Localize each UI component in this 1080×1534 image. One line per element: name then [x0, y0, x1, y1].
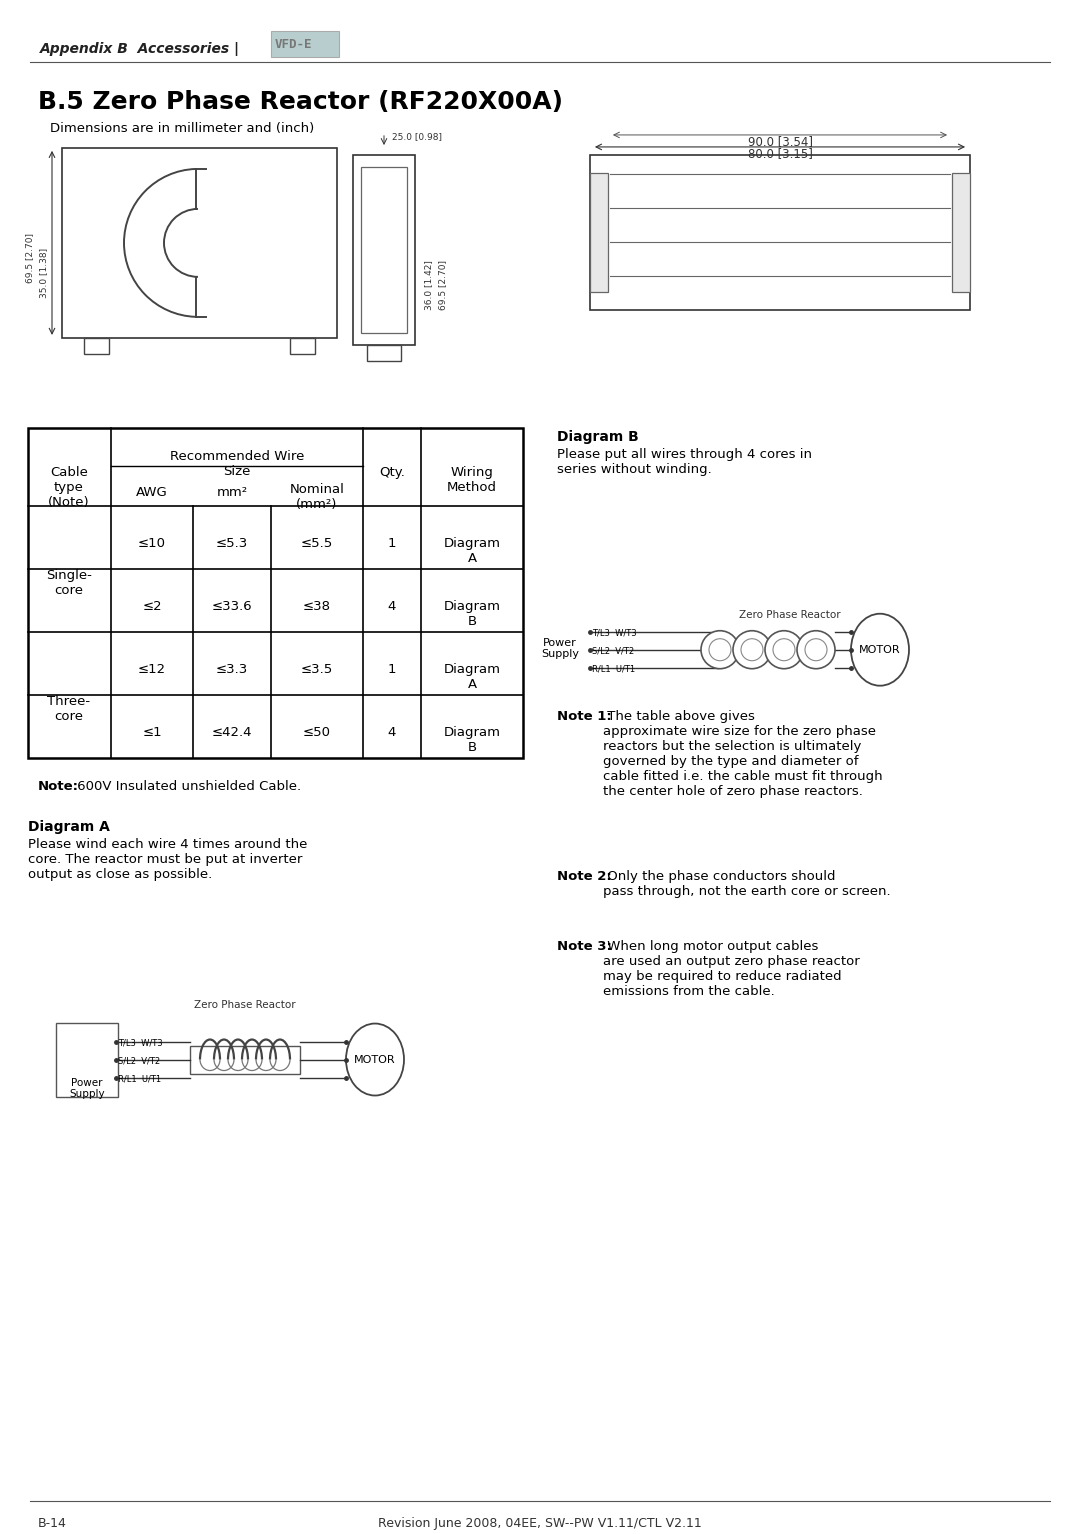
- Text: 25.0 [0.98]: 25.0 [0.98]: [392, 132, 442, 141]
- Text: 35.0 [1.38]: 35.0 [1.38]: [40, 249, 49, 298]
- Text: ≤12: ≤12: [138, 663, 166, 675]
- Text: Note:: Note:: [38, 779, 79, 793]
- Text: 4: 4: [388, 726, 396, 739]
- Text: Zero Phase Reactor: Zero Phase Reactor: [739, 609, 841, 620]
- Circle shape: [773, 638, 795, 661]
- Circle shape: [741, 638, 762, 661]
- Text: S/L2  V/T2: S/L2 V/T2: [592, 646, 634, 655]
- Text: AWG: AWG: [136, 486, 167, 499]
- Text: MOTOR: MOTOR: [860, 644, 901, 655]
- Bar: [84, 337, 109, 354]
- Text: T/L3  W/T3: T/L3 W/T3: [118, 1039, 163, 1048]
- Circle shape: [708, 638, 731, 661]
- Text: ≤1: ≤1: [143, 726, 162, 739]
- Ellipse shape: [346, 1023, 404, 1095]
- Text: Diagram
A: Diagram A: [444, 663, 500, 690]
- Text: mm²: mm²: [216, 486, 247, 499]
- Text: Diagram A: Diagram A: [28, 819, 110, 833]
- Circle shape: [765, 630, 804, 669]
- Text: ≤38: ≤38: [303, 600, 330, 612]
- Text: B-14: B-14: [38, 1517, 67, 1531]
- Text: ≤3.3: ≤3.3: [216, 663, 248, 675]
- Text: Diagram B: Diagram B: [557, 430, 638, 443]
- Text: Qty.: Qty.: [379, 466, 405, 479]
- Bar: [361, 167, 407, 333]
- Text: Three-
core: Three- core: [48, 695, 91, 723]
- Bar: [951, 173, 970, 291]
- Text: Power
Supply: Power Supply: [69, 1077, 105, 1100]
- FancyBboxPatch shape: [56, 1023, 118, 1097]
- Text: 1: 1: [388, 663, 396, 675]
- Text: 1: 1: [388, 537, 396, 549]
- Text: Nominal
(mm²): Nominal (mm²): [289, 483, 345, 511]
- Text: ≤3.5: ≤3.5: [301, 663, 333, 675]
- Bar: [291, 337, 315, 354]
- Text: R/L1  U/T1: R/L1 U/T1: [592, 664, 635, 673]
- Text: Diagram
B: Diagram B: [444, 726, 500, 753]
- Text: Appendix B  Accessories |: Appendix B Accessories |: [40, 41, 240, 55]
- Text: 69.5 [2.70]: 69.5 [2.70]: [438, 259, 447, 310]
- Text: Diagram
B: Diagram B: [444, 600, 500, 627]
- Text: Cable
type
(Note): Cable type (Note): [49, 466, 90, 509]
- Bar: [590, 173, 608, 291]
- Text: When long motor output cables
are used an output zero phase reactor
may be requi: When long motor output cables are used a…: [603, 940, 860, 997]
- Text: Note 1:: Note 1:: [557, 710, 611, 723]
- Text: Revision June 2008, 04EE, SW--PW V1.11/CTL V2.11: Revision June 2008, 04EE, SW--PW V1.11/C…: [378, 1517, 702, 1531]
- Text: R/L1  U/T1: R/L1 U/T1: [118, 1074, 161, 1083]
- Text: Single-
core: Single- core: [46, 569, 92, 597]
- Text: ≤33.6: ≤33.6: [212, 600, 253, 612]
- Bar: [62, 147, 337, 337]
- Text: Zero Phase Reactor: Zero Phase Reactor: [194, 1000, 296, 1009]
- Circle shape: [797, 630, 835, 669]
- Text: T/L3  W/T3: T/L3 W/T3: [592, 629, 636, 637]
- Bar: [190, 1046, 300, 1074]
- Text: Note 3:: Note 3:: [557, 940, 612, 953]
- Text: ≤10: ≤10: [138, 537, 166, 549]
- Circle shape: [733, 630, 771, 669]
- Bar: [353, 155, 415, 345]
- Ellipse shape: [851, 614, 909, 686]
- FancyBboxPatch shape: [271, 31, 339, 57]
- Text: Note 2:: Note 2:: [557, 870, 611, 882]
- Text: 69.5 [2.70]: 69.5 [2.70]: [26, 233, 35, 282]
- Bar: [367, 345, 401, 360]
- Text: ≤2: ≤2: [143, 600, 162, 612]
- Text: ≤5.3: ≤5.3: [216, 537, 248, 549]
- Text: Recommended Wire
Size: Recommended Wire Size: [170, 449, 305, 477]
- Text: Diagram
A: Diagram A: [444, 537, 500, 565]
- Text: 90.0 [3.54]: 90.0 [3.54]: [747, 135, 812, 147]
- Text: Please wind each wire 4 times around the
core. The reactor must be put at invert: Please wind each wire 4 times around the…: [28, 838, 308, 881]
- Text: Please put all wires through 4 cores in
series without winding.: Please put all wires through 4 cores in …: [557, 448, 812, 476]
- Text: VFD-E: VFD-E: [275, 38, 312, 51]
- Circle shape: [701, 630, 739, 669]
- Text: Only the phase conductors should
pass through, not the earth core or screen.: Only the phase conductors should pass th…: [603, 870, 891, 897]
- Circle shape: [805, 638, 827, 661]
- Text: 36.0 [1.42]: 36.0 [1.42]: [424, 259, 433, 310]
- Text: MOTOR: MOTOR: [354, 1054, 395, 1065]
- Text: B.5 Zero Phase Reactor (RF220X00A): B.5 Zero Phase Reactor (RF220X00A): [38, 91, 563, 114]
- Text: Wiring
Method: Wiring Method: [447, 466, 497, 494]
- Text: 80.0 [3.15]: 80.0 [3.15]: [747, 147, 812, 160]
- Text: 600V Insulated unshielded Cable.: 600V Insulated unshielded Cable.: [73, 779, 301, 793]
- Text: ≤50: ≤50: [303, 726, 330, 739]
- Text: ≤5.5: ≤5.5: [301, 537, 333, 549]
- Text: 4: 4: [388, 600, 396, 612]
- Text: Power
Supply: Power Supply: [541, 638, 579, 660]
- Text: Dimensions are in millimeter and (inch): Dimensions are in millimeter and (inch): [50, 121, 314, 135]
- Text: S/L2  V/T2: S/L2 V/T2: [118, 1055, 160, 1065]
- Text: The table above gives
approximate wire size for the zero phase
reactors but the : The table above gives approximate wire s…: [603, 710, 882, 798]
- Bar: [28, 428, 523, 758]
- Bar: [590, 155, 970, 310]
- Text: ≤42.4: ≤42.4: [212, 726, 253, 739]
